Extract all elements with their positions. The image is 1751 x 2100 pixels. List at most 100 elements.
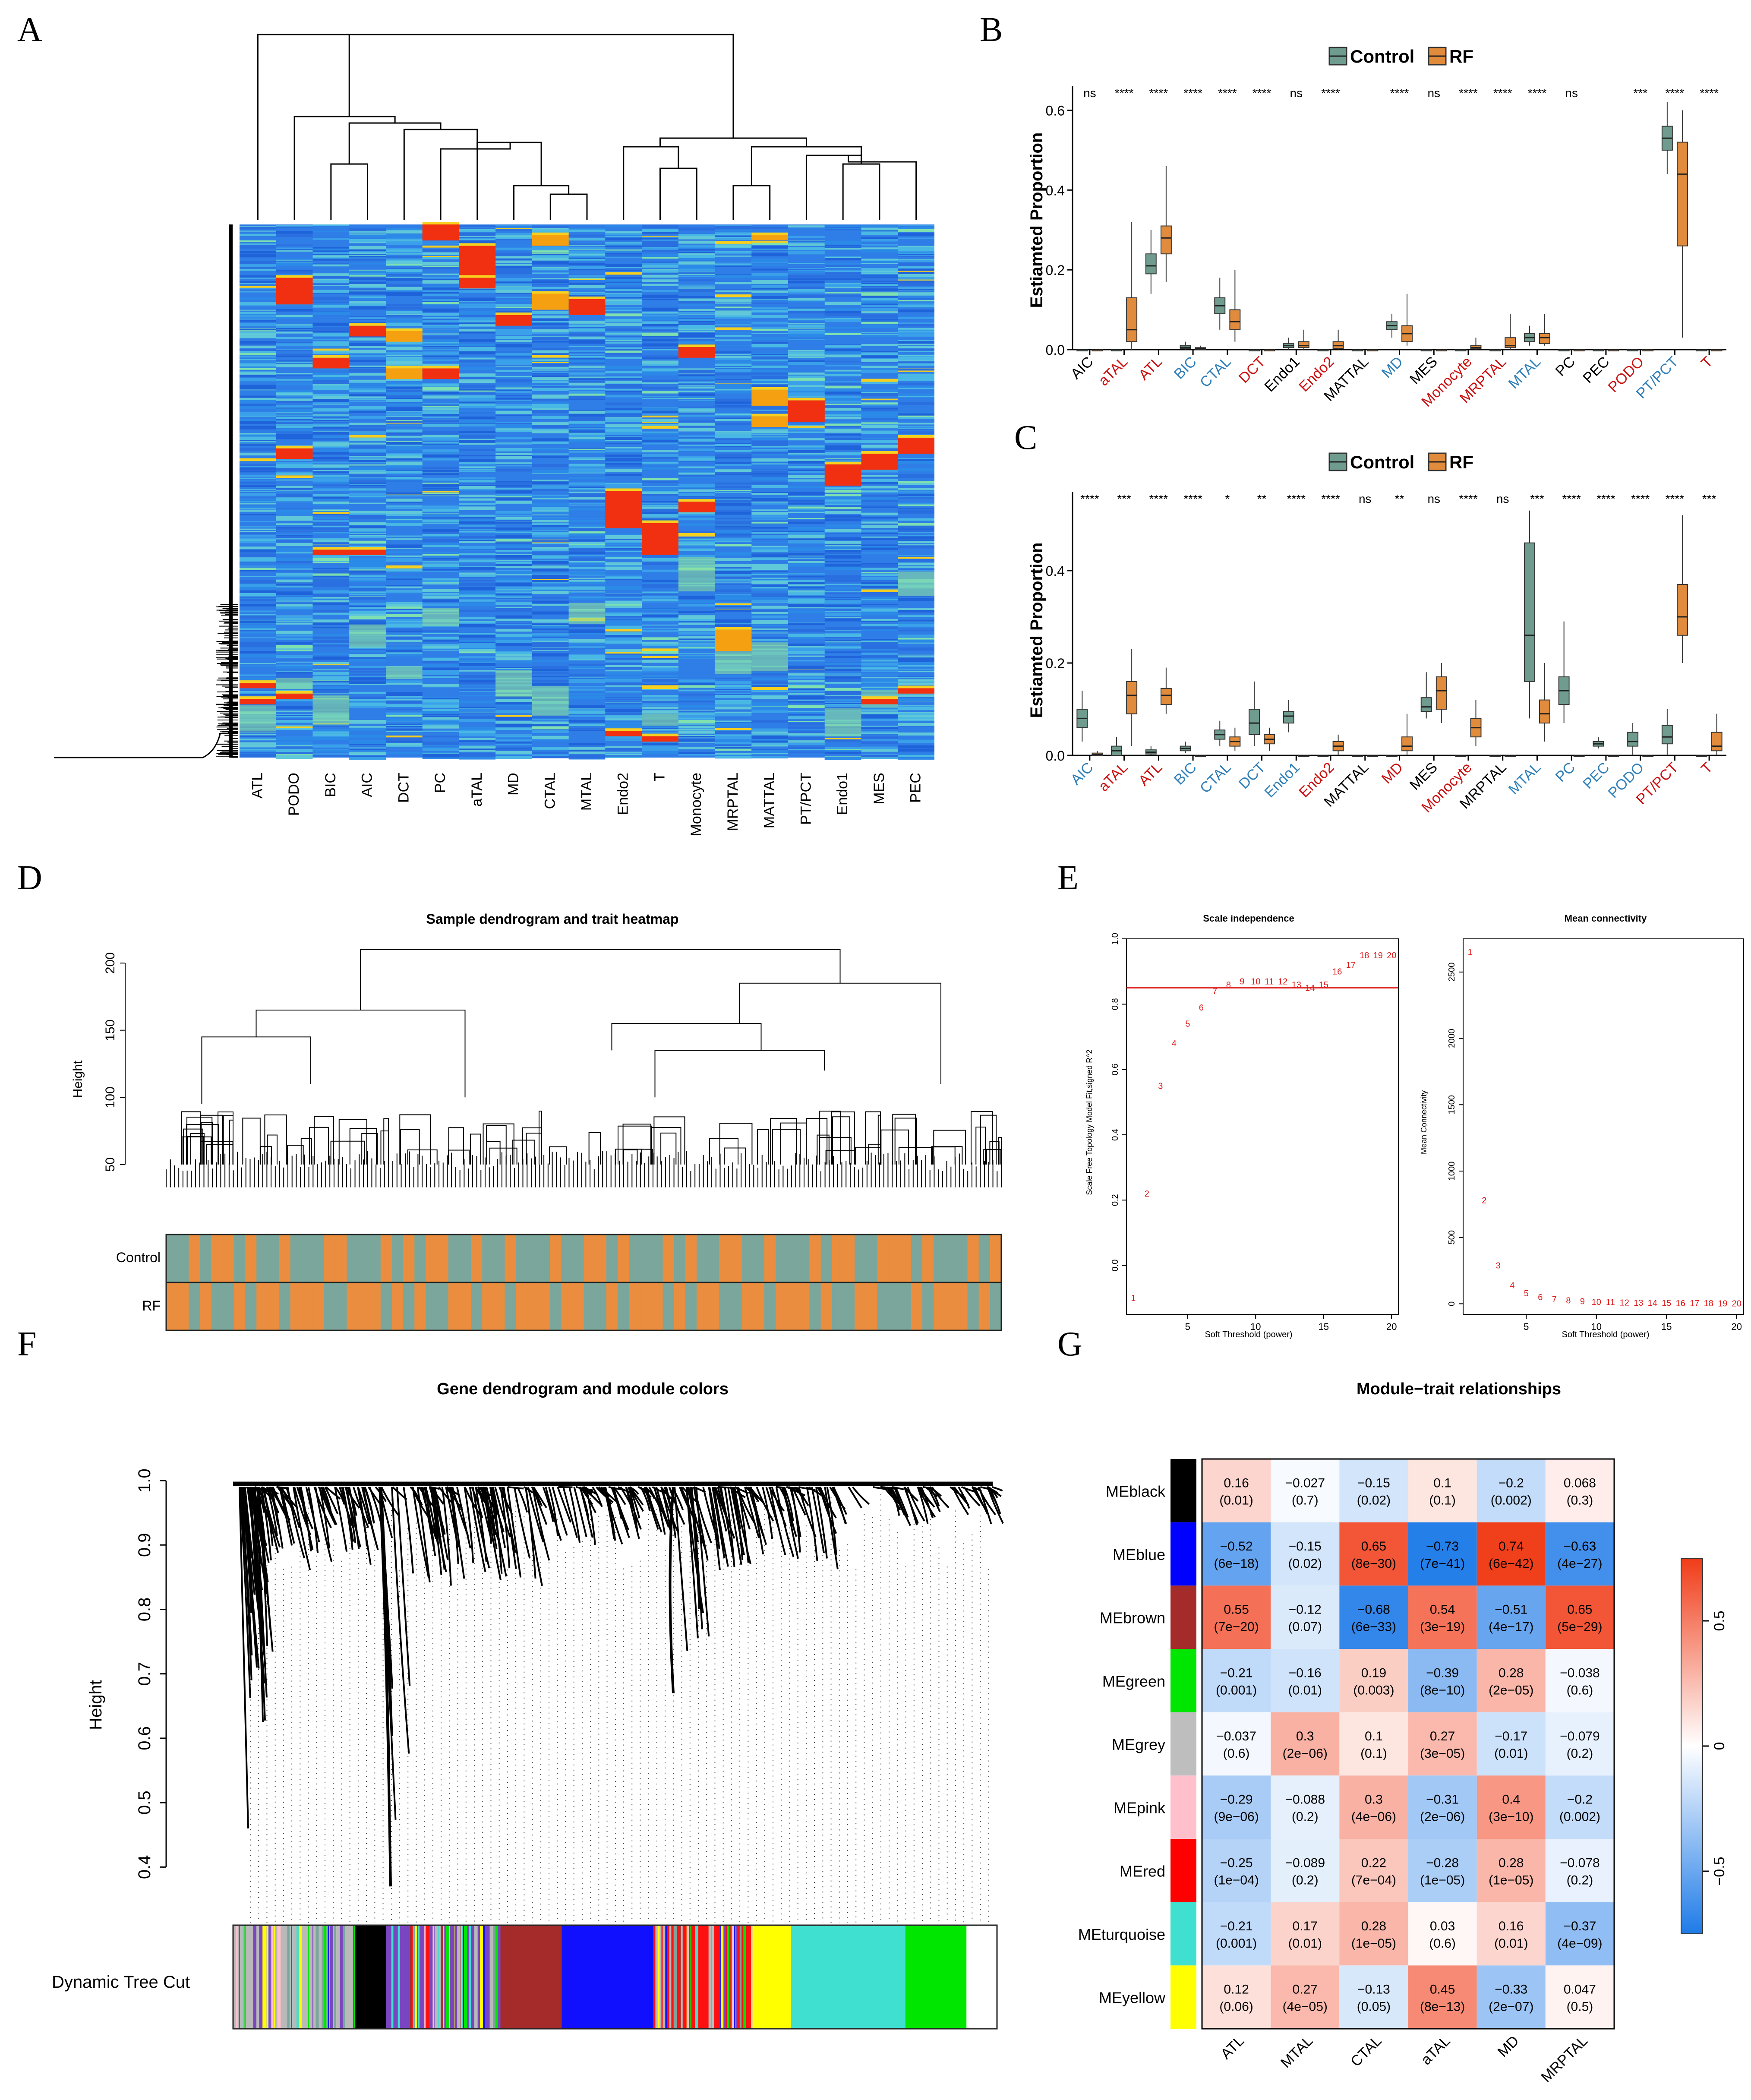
heatmap-stripe xyxy=(569,411,606,414)
heatmap-stripe xyxy=(276,315,313,317)
heatmap-stripe xyxy=(459,685,495,686)
heatmap-stripe xyxy=(861,259,898,260)
heatmap-stripe xyxy=(276,531,313,532)
heatmap-stripe xyxy=(715,289,752,290)
heatmap-stripe xyxy=(349,317,386,319)
heatmap-stripe xyxy=(898,655,934,656)
heatmap-stripe xyxy=(678,387,715,388)
heatmap-stripe xyxy=(532,312,569,314)
heatmap-stripe xyxy=(715,324,752,325)
heatmap-stripe xyxy=(240,261,276,264)
heatmap-stripe xyxy=(423,265,459,267)
heatmap-stripe xyxy=(459,716,495,719)
heatmap-stripe xyxy=(276,604,313,606)
heatmap-stripe xyxy=(495,392,532,393)
heatmap-stripe xyxy=(386,499,423,502)
heatmap-stripe xyxy=(751,406,788,407)
heatmap-stripe xyxy=(715,265,752,267)
heatmap-stripe xyxy=(349,571,386,573)
heatmap-stripe xyxy=(642,261,678,263)
heatmap-stripe xyxy=(459,731,495,733)
heatmap-stripe xyxy=(423,333,459,335)
heatmap-stripe xyxy=(495,423,532,424)
heatmap-stripe xyxy=(532,359,569,360)
heatmap-stripe xyxy=(898,238,934,239)
heatmap-stripe xyxy=(642,273,678,275)
heatmap-stripe xyxy=(532,408,569,410)
heatmap-stripe xyxy=(532,438,569,441)
heatmap-stripe xyxy=(495,370,532,372)
heatmap-stripe xyxy=(240,485,276,487)
heatmap-stripe xyxy=(605,233,642,235)
heatmap-stripe xyxy=(605,537,642,539)
heatmap-stripe xyxy=(423,390,459,391)
heatmap-stripe xyxy=(751,512,788,515)
heatmap-stripe xyxy=(495,399,532,401)
heatmap-stripe xyxy=(605,381,642,383)
heatmap-stripe xyxy=(532,591,569,594)
heatmap-stripe xyxy=(678,309,715,311)
heatmap-stripe xyxy=(605,272,642,275)
heatmap-stripe xyxy=(276,364,313,367)
heatmap-stripe xyxy=(788,521,825,522)
heatmap-stripe xyxy=(605,654,642,655)
heatmap-stripe xyxy=(605,287,642,289)
heatmap-stripe xyxy=(642,646,678,649)
heatmap-stripe xyxy=(825,579,861,582)
heatmap-stripe xyxy=(495,651,532,654)
heatmap-stripe xyxy=(605,299,642,301)
heatmap-stripe xyxy=(788,236,825,238)
heatmap-stripe xyxy=(751,705,788,707)
heatmap-stripe xyxy=(240,625,276,628)
heatmap-stripe xyxy=(423,509,459,512)
heatmap-stripe xyxy=(788,721,825,722)
heatmap-stripe xyxy=(386,477,423,479)
heatmap-stripe xyxy=(825,545,861,546)
heatmap-stripe xyxy=(312,462,349,464)
heatmap-stripe xyxy=(861,747,898,749)
heatmap-stripe xyxy=(349,277,386,278)
heatmap-stripe xyxy=(861,382,898,384)
heatmap-stripe xyxy=(788,582,825,584)
heatmap-stripe xyxy=(788,350,825,351)
heatmap-stripe xyxy=(240,283,276,284)
heatmap-stripe xyxy=(495,260,532,263)
heatmap-stripe xyxy=(825,747,861,749)
heatmap-stripe xyxy=(715,527,752,529)
heatmap-stripe xyxy=(861,505,898,506)
heatmap-stripe xyxy=(349,366,386,367)
heatmap-stripe xyxy=(349,578,386,581)
heatmap-stripe xyxy=(459,546,495,549)
heatmap-stripe xyxy=(898,659,934,662)
heatmap-stripe xyxy=(276,236,313,237)
heatmap-stripe xyxy=(312,323,349,326)
heatmap-stripe xyxy=(386,511,423,514)
heatmap-stripe xyxy=(423,603,459,606)
heatmap-stripe xyxy=(349,449,386,452)
heatmap-stripe xyxy=(386,278,423,281)
heatmap-stripe xyxy=(642,613,678,614)
heatmap-stripe xyxy=(423,599,459,602)
heatmap-stripe xyxy=(312,284,349,285)
heatmap-stripe xyxy=(495,456,532,457)
heatmap-stripe xyxy=(349,703,386,706)
heatmap-stripe xyxy=(459,467,495,468)
heatmap-stripe xyxy=(349,522,386,525)
heatmap-stripe xyxy=(605,378,642,379)
heatmap-stripe xyxy=(423,346,459,347)
heatmap-stripe xyxy=(349,282,386,284)
heatmap-stripe xyxy=(495,448,532,452)
heatmap-stripe xyxy=(678,641,715,643)
heatmap-stripe xyxy=(240,690,276,691)
heatmap-stripe xyxy=(495,744,532,745)
heatmap-stripe xyxy=(751,287,788,289)
heatmap-stripe xyxy=(495,329,532,332)
heatmap-stripe xyxy=(788,712,825,714)
heatmap-stripe xyxy=(349,416,386,418)
panel-label-c: C xyxy=(1014,419,1037,457)
heatmap-stripe xyxy=(605,597,642,598)
heatmap-stripe xyxy=(678,720,715,723)
heatmap-stripe xyxy=(423,287,459,290)
heatmap-stripe xyxy=(495,629,532,632)
heatmap-stripe xyxy=(715,450,752,452)
